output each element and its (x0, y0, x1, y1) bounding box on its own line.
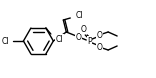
Text: Cl: Cl (2, 37, 10, 45)
Text: P: P (87, 37, 92, 45)
Text: O: O (75, 33, 81, 41)
Text: O: O (96, 30, 102, 39)
Text: O: O (96, 43, 102, 51)
Text: Cl: Cl (56, 34, 63, 44)
Text: O: O (80, 24, 86, 33)
Text: Cl: Cl (75, 11, 83, 21)
